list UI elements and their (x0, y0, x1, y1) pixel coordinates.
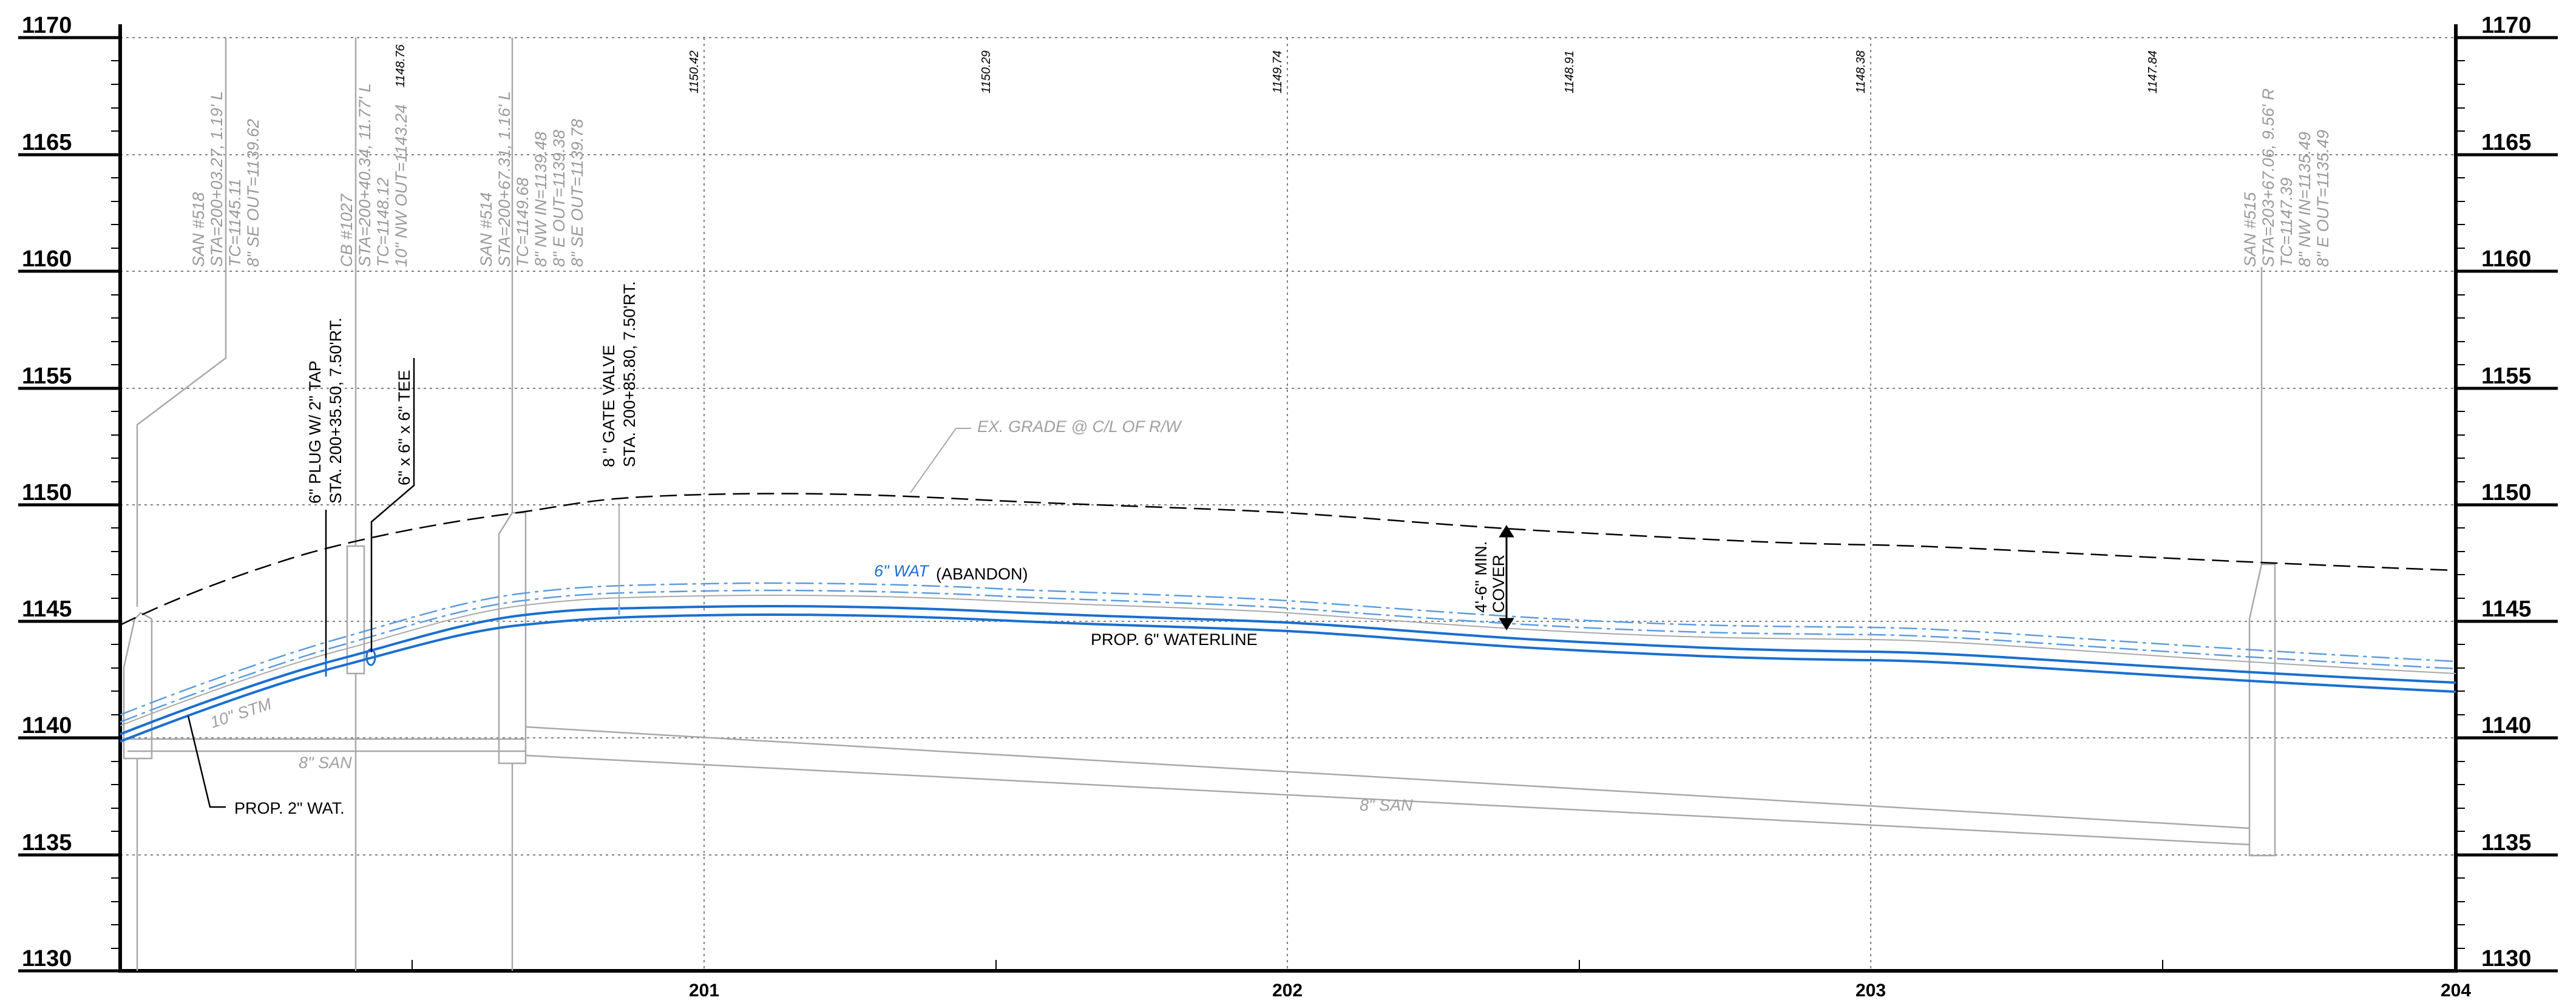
elev-label: 1140 (2481, 713, 2531, 738)
callout-leaders (187, 358, 415, 808)
prop-waterline-label: PROP. 6" WATERLINE (1091, 630, 1258, 649)
left-elevation-labels: 1170 1165 1160 1155 1150 1145 1140 1135 … (22, 13, 72, 971)
san-514-note: 8" NW IN=1139.48 (532, 132, 550, 267)
elev-label: 1170 (2481, 13, 2531, 38)
cover-callout: 4'-6" MIN. (1472, 541, 1490, 613)
elev-label: 1160 (2481, 246, 2531, 272)
san-515-note: 8" E OUT=1135.49 (2314, 130, 2332, 267)
cb-1027-note: 10" NW OUT=1143.24 (392, 104, 410, 267)
elev-label: 1140 (22, 713, 72, 738)
elev-label: 1150 (22, 480, 72, 505)
left-axis-ticks (18, 36, 120, 973)
elev-label: 1155 (2481, 363, 2531, 389)
top-elevation: 1148.91 (1563, 50, 1576, 93)
top-elevation: 1148.76 (394, 44, 407, 87)
proposed-waterline (120, 604, 2456, 743)
existing-grade-line (120, 493, 2456, 626)
san-514-note: SAN #514 (477, 192, 495, 267)
ex-grade-leader (910, 428, 971, 493)
cb-1027-note: TC=1148.12 (374, 178, 392, 267)
station-label: 201 (689, 981, 719, 1000)
profile-frame (118, 24, 2458, 973)
plug-callout: STA. 200+35.50, 7.50'RT. (327, 317, 345, 504)
storm-label: 10" STM (208, 695, 274, 732)
station-label: 204 (2441, 981, 2471, 1000)
leader-san-518 (136, 38, 227, 607)
tee-callout: 6" x 6" x 6" TEE (395, 370, 413, 485)
catch-basin-1027 (346, 545, 365, 675)
elev-label: 1165 (22, 130, 72, 155)
prop-2-wat-leader (187, 715, 226, 808)
cover-callout: COVER (1490, 555, 1508, 613)
existing-utilities (127, 726, 2250, 846)
manhole-san-514 (498, 512, 527, 765)
top-elevation: 1149.74 (1271, 50, 1284, 93)
existing-san-line-right-lower (525, 754, 2250, 846)
cb-1027-note: CB #1027 (337, 194, 356, 267)
structures (123, 512, 2276, 971)
station-grid (703, 38, 1871, 971)
cb-1027-note: STA=200+40.34, 11.77' L (356, 83, 374, 267)
manhole-san-518 (123, 612, 153, 760)
san-518-note: SAN #518 (189, 192, 208, 267)
top-elevation: 1150.42 (688, 50, 701, 93)
ex-grade-label: EX. GRADE @ C/L OF R/W (977, 417, 1182, 436)
existing-san-line-right-upper (525, 726, 2250, 829)
manhole-san-515 (2248, 563, 2276, 857)
existing-gray-waterline (120, 594, 2456, 726)
abandon-wat-label: 6" WAT (874, 562, 930, 580)
san-514-note: 8" E OUT=1139.38 (550, 130, 568, 267)
abandoned-waterline (120, 582, 2456, 723)
top-elevation: 1148.38 (1854, 50, 1868, 93)
top-elevation: 1147.84 (2146, 50, 2160, 93)
right-axis-ticks (2456, 36, 2558, 973)
abandon-label: (ABANDON) (936, 565, 1028, 583)
san-514-note: 8" SE OUT=1139.78 (568, 119, 586, 267)
san-514-note: STA=200+67.31, 1.16' L (495, 91, 514, 267)
valve-callout: 8 " GATE VALVE (600, 345, 618, 467)
elev-label: 1135 (22, 830, 72, 856)
san-518-note: 8" SE OUT=1139.62 (244, 119, 262, 267)
station-label: 202 (1272, 981, 1303, 1000)
san-514-note: TC=1149.68 (514, 178, 532, 267)
elev-label: 1170 (22, 13, 72, 38)
san-515-note: 8" NW IN=1135.49 (2296, 132, 2314, 267)
right-elevation-labels: 1170 1165 1160 1155 1150 1145 1140 1135 … (2481, 13, 2531, 971)
top-elevations: 1148.76 1150.42 1150.29 1149.74 1148.91 … (394, 44, 2160, 93)
min-cover-dimension (1499, 525, 1514, 630)
prop-2-wat-label: PROP. 2" WAT. (234, 799, 345, 817)
valve-callout: STA. 200+85.80, 7.50'RT. (620, 281, 639, 467)
station-labels: 201 202 203 204 (689, 981, 2471, 1001)
plug-callout: 6" PLUG W/ 2" TAP (306, 360, 324, 504)
elev-label: 1145 (22, 596, 72, 622)
san-515-note: TC=1147.39 (2277, 178, 2296, 267)
callout-texts: 6" PLUG W/ 2" TAP STA. 200+35.50, 7.50'R… (208, 281, 1508, 817)
minor-ticks (111, 60, 2465, 949)
elev-label: 1135 (2481, 830, 2531, 856)
elev-label: 1160 (22, 246, 72, 272)
san-515-note: STA=203+67.06, 9.56' R (2259, 89, 2277, 267)
structure-leaders (136, 38, 2263, 607)
tee-leader (370, 358, 415, 652)
san-518-note: TC=1145.11 (226, 179, 244, 267)
elev-label: 1130 (22, 946, 72, 971)
san-right-label: 8" SAN (1360, 796, 1413, 814)
elev-label: 1155 (22, 363, 72, 389)
station-label: 203 (1856, 981, 1886, 1000)
san-left-label: 8" SAN (299, 754, 352, 772)
elev-label: 1145 (2481, 596, 2531, 622)
elev-label: 1165 (2481, 130, 2531, 155)
elev-label: 1150 (2481, 480, 2531, 505)
san-515-note: SAN #515 (2241, 192, 2259, 267)
elev-label: 1130 (2481, 946, 2531, 971)
top-elevation: 1150.29 (980, 50, 993, 93)
san-518-note: STA=200+03.27, 1.19' L (208, 91, 226, 267)
structure-notes: SAN #518 STA=200+03.27, 1.19' L TC=1145.… (189, 83, 2332, 267)
